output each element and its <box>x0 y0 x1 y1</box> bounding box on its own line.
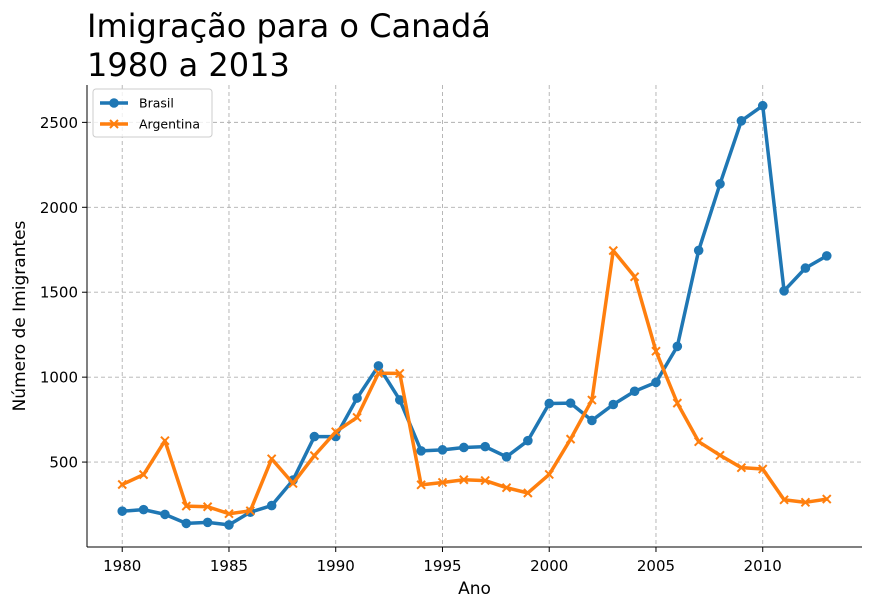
data-point-brasil <box>608 399 619 410</box>
data-point-argentina <box>117 479 127 490</box>
data-point-argentina <box>245 506 256 516</box>
data-point-brasil <box>693 245 704 256</box>
y-axis-label: Número de Imigrantes <box>10 220 30 411</box>
data-point-brasil <box>651 377 661 388</box>
data-point-argentina <box>352 412 362 423</box>
data-point-brasil <box>224 520 234 530</box>
data-point-brasil <box>352 393 362 403</box>
data-point-argentina <box>416 480 426 490</box>
data-point-brasil <box>202 517 213 528</box>
data-point-argentina <box>160 435 170 446</box>
data-point-brasil <box>437 445 448 455</box>
data-point-brasil <box>629 386 640 397</box>
data-point-brasil <box>459 442 469 453</box>
data-point-argentina <box>459 475 469 485</box>
data-point-argentina <box>202 502 213 512</box>
data-point-brasil <box>138 504 149 515</box>
data-point-argentina <box>309 450 320 461</box>
data-point-argentina <box>544 469 554 480</box>
series-line-argentina <box>119 248 829 516</box>
data-point-brasil <box>821 251 832 261</box>
data-point-argentina <box>288 478 298 489</box>
data-point-argentina <box>181 501 191 511</box>
series-argentina <box>117 245 832 519</box>
chart-title-line-1: Imigração para o Canadá <box>87 7 491 45</box>
data-point-brasil <box>544 398 555 409</box>
x-tick-label: 2010 <box>744 557 782 575</box>
data-point-argentina <box>138 469 149 480</box>
data-point-argentina <box>373 368 384 378</box>
data-point-argentina <box>736 462 747 473</box>
data-point-brasil <box>181 518 192 529</box>
legend-label-argentina: Argentina <box>139 117 200 132</box>
y-tick-label: 2500 <box>40 114 78 132</box>
data-point-argentina <box>224 509 234 519</box>
x-tick-label: 2005 <box>637 557 675 575</box>
series-line-brasil <box>120 103 830 527</box>
x-tick-label: 1990 <box>317 557 355 575</box>
data-point-brasil <box>757 100 768 111</box>
x-axis-label: Ano <box>458 579 491 599</box>
data-point-brasil <box>117 506 128 516</box>
data-point-brasil <box>266 500 277 511</box>
series-brasil <box>117 100 832 530</box>
data-point-brasil <box>779 286 789 296</box>
data-point-argentina <box>480 475 490 486</box>
data-point-argentina <box>715 450 725 460</box>
data-point-argentina <box>822 494 832 504</box>
tick-marks: 1980 1985 1990 1995 2000 2005 2010 500 1000 1500 2… <box>40 114 782 575</box>
data-point-argentina <box>758 464 768 474</box>
legend-marker-argentina <box>109 119 119 129</box>
data-point-argentina <box>395 368 405 379</box>
data-point-argentina <box>629 272 640 282</box>
data-point-brasil <box>501 452 512 462</box>
axes <box>86 85 862 548</box>
grid-lines <box>87 85 862 547</box>
data-point-brasil <box>587 415 597 426</box>
data-point-argentina <box>523 488 533 498</box>
data-point-argentina <box>266 454 277 464</box>
data-point-argentina <box>437 477 448 488</box>
data-point-brasil <box>309 431 320 442</box>
data-point-brasil <box>160 509 170 520</box>
y-tick-label: 500 <box>49 454 78 472</box>
legend: Brasil Argentina <box>92 88 213 138</box>
data-point-brasil <box>672 341 683 352</box>
legend-label-brasil: Brasil <box>139 96 174 111</box>
data-point-argentina <box>779 495 789 505</box>
data-point-argentina <box>587 395 597 405</box>
data-point-brasil <box>800 263 811 273</box>
y-tick-label: 1000 <box>40 369 78 387</box>
data-point-argentina <box>672 398 683 408</box>
data-point-brasil <box>565 398 576 408</box>
data-point-brasil <box>523 435 533 446</box>
x-tick-label: 1980 <box>103 557 141 575</box>
y-tick-label: 2000 <box>40 199 78 217</box>
x-tick-label: 1985 <box>210 557 248 575</box>
data-point-brasil <box>715 179 725 189</box>
data-point-argentina <box>693 436 704 447</box>
data-point-argentina <box>800 497 811 508</box>
data-point-argentina <box>608 245 618 256</box>
data-point-brasil <box>373 361 384 371</box>
legend-marker-brasil <box>109 98 119 108</box>
data-point-argentina <box>651 346 661 356</box>
data-point-brasil <box>480 441 490 452</box>
data-point-brasil <box>736 116 747 126</box>
data-point-argentina <box>501 483 512 493</box>
x-tick-label: 1995 <box>423 557 461 575</box>
data-point-argentina <box>565 434 576 444</box>
data-point-brasil <box>416 446 426 456</box>
chart-title-line-2: 1980 a 2013 <box>87 46 290 84</box>
y-tick-label: 1500 <box>40 284 78 302</box>
x-tick-label: 2000 <box>530 557 568 575</box>
data-point-argentina <box>331 427 341 437</box>
series-lines <box>117 100 832 530</box>
